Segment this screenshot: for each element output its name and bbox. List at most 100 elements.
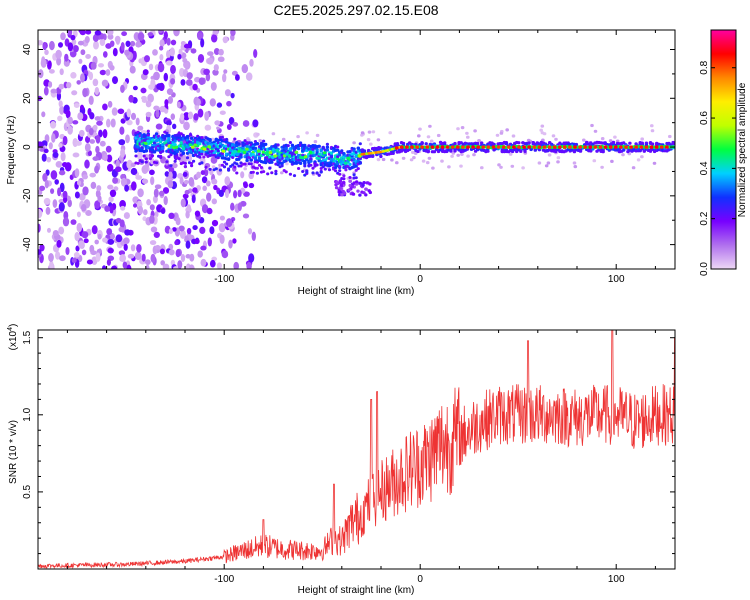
spectrogram-cell [189, 136, 194, 140]
spectrogram-cell [221, 149, 226, 153]
spectrogram-cell [274, 169, 278, 173]
spectrogram-cell [506, 145, 511, 149]
spectrogram-cell [137, 188, 144, 198]
spectrogram-cell [59, 182, 65, 193]
spectrogram-cell [70, 219, 77, 225]
spectrogram-cell [225, 137, 229, 141]
spectrogram-cell [221, 250, 229, 259]
spectrogram-cell [427, 156, 432, 160]
spectrogram-cell [288, 141, 292, 144]
spectrogram-cell [327, 168, 332, 172]
spectrogram-cell [203, 68, 210, 76]
spectrogram-cell [106, 259, 111, 266]
spectrogram-cell [149, 214, 155, 224]
spectrogram-cell [334, 186, 339, 190]
spectrogram-cell [132, 203, 138, 208]
spectrogram-cell [613, 145, 618, 149]
spectrogram-cell [202, 155, 206, 159]
spectrogram-cell [210, 81, 217, 91]
spectrogram-cell [611, 140, 616, 144]
spectrogram-cell [256, 132, 260, 136]
spectrogram-cell [466, 135, 470, 139]
spectrogram-cell [114, 166, 122, 173]
spectrogram-cell [145, 111, 152, 118]
spectrogram-cell [420, 142, 424, 146]
spectrogram-cell [243, 139, 247, 143]
spectrogram-cell [184, 189, 190, 195]
spectrogram-cell [48, 253, 54, 262]
spectrogram-cell [197, 108, 204, 118]
spectrogram-cell [147, 32, 154, 37]
spectrogram-cell [365, 181, 369, 185]
spectrogram-cell [456, 127, 460, 131]
spectrogram-cell [211, 178, 218, 185]
spectrogram-cell [67, 42, 74, 52]
spectrogram-ylabel: Frequency (Hz) [6, 116, 17, 185]
spectrogram-cell [256, 149, 261, 153]
spectrogram-cell [557, 145, 562, 149]
spectrogram-cell [149, 204, 155, 211]
spectrogram-cell [352, 173, 356, 177]
spectrogram-cell [52, 199, 58, 208]
spectrogram-cell [141, 253, 146, 262]
spectrogram-cell [177, 260, 183, 269]
spectrogram-cell [232, 122, 239, 127]
spectrogram-cell [164, 171, 170, 177]
spectrogram-cell [94, 200, 101, 209]
spectrogram-cell [160, 260, 166, 266]
spectrogram-cell [150, 154, 155, 158]
spectrogram-cell [367, 130, 372, 134]
spectrogram-cell [60, 32, 66, 41]
spectrogram-cell [480, 166, 484, 170]
spectrogram-cell [126, 159, 133, 170]
spectrogram-cell [137, 32, 145, 41]
spectrogram-cell [578, 145, 582, 149]
spectrogram-cell [50, 188, 55, 194]
spectrogram-cell [207, 145, 212, 149]
spectrogram-cell [600, 165, 604, 169]
spectrogram-cell [117, 108, 125, 115]
spectrogram-cell [401, 141, 406, 145]
spectrogram-cell [119, 126, 125, 135]
spectrogram-cell [340, 149, 344, 153]
spectrogram-cell [583, 145, 588, 149]
spectrogram-panel: -100 0 100 -40 -20 0 20 40 Height of straight l… [6, 29, 676, 297]
spectrogram-cell [368, 190, 372, 195]
y-tick-label: -40 [22, 237, 33, 252]
spectrogram-cell [358, 154, 362, 158]
spectrogram-cell [201, 176, 208, 184]
spectrogram-cell [132, 85, 138, 91]
spectrogram-cell [79, 30, 86, 36]
spectrogram-cell [43, 197, 51, 205]
spectrogram-cell [472, 153, 476, 157]
spectrogram-cell [347, 188, 351, 192]
spectrogram-cell [399, 145, 404, 149]
spectrogram-cell [144, 141, 148, 145]
x-tick-label: 0 [417, 274, 423, 285]
spectrogram-cell [172, 266, 179, 269]
spectrogram-cell [240, 171, 245, 179]
spectrogram-cell [465, 131, 469, 135]
spectrogram-cell [85, 54, 91, 59]
spectrogram-cell [178, 225, 185, 232]
spectrogram-cell [72, 120, 79, 125]
spectrogram-cell [216, 126, 220, 130]
spectrogram-cell [429, 139, 434, 143]
spectrogram-cell [167, 133, 171, 138]
spectrogram-cell [60, 152, 66, 162]
spectrogram-cell [222, 160, 227, 164]
y-tick-label: 0 [22, 144, 33, 150]
spectrogram-cell [325, 148, 330, 152]
spectrogram-cell [521, 166, 525, 170]
spectrogram-cell [113, 186, 119, 191]
spectrogram-cell [552, 145, 557, 149]
spectrogram-cell [390, 158, 394, 162]
spectrogram-cell [56, 239, 62, 248]
y-tick-label: 20 [22, 92, 33, 104]
spectrogram-cell [165, 131, 169, 135]
spectrogram-cell [356, 146, 360, 150]
spectrogram-cell [317, 173, 321, 177]
spectrogram-cell [450, 145, 455, 149]
spectrogram-cell [346, 156, 350, 160]
spectrogram-cell [303, 155, 308, 159]
